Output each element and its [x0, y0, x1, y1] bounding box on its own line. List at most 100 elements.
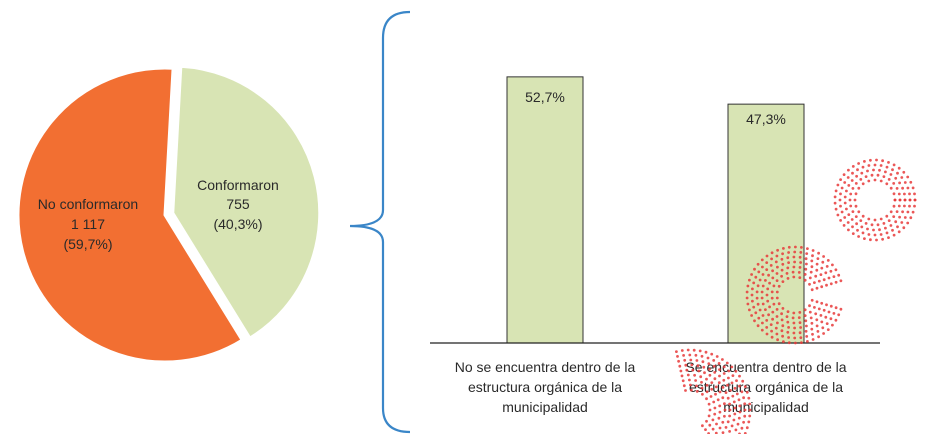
watermark-dot	[760, 296, 764, 300]
watermark-dot	[745, 390, 749, 394]
watermark-dot	[771, 310, 775, 314]
watermark-dot	[769, 323, 773, 326]
watermark-dot	[793, 336, 797, 340]
watermark-dot	[743, 402, 747, 406]
watermark-dot	[732, 400, 736, 404]
watermark-dot	[716, 398, 720, 402]
watermark-dot	[889, 186, 893, 190]
watermark-dot	[724, 426, 728, 429]
watermark-dot	[791, 316, 795, 320]
watermark-dot	[833, 195, 837, 199]
watermark-dot	[846, 176, 850, 179]
watermark-dot	[857, 235, 860, 238]
watermark-dot	[875, 238, 878, 242]
watermark-dot	[776, 321, 779, 325]
watermark-dot	[758, 308, 762, 312]
watermark-dot	[815, 262, 819, 266]
watermark-dot	[892, 204, 896, 208]
watermark-dot	[837, 273, 841, 277]
watermark-dot	[753, 319, 756, 323]
watermark-dot	[682, 354, 685, 357]
watermark-dot	[730, 424, 734, 428]
watermark-dot	[726, 383, 729, 387]
watermark-dot	[677, 359, 680, 363]
watermark-dot	[701, 392, 704, 396]
watermark-dot	[690, 388, 693, 392]
watermark-dot	[861, 214, 865, 218]
watermark-dot	[713, 406, 717, 410]
watermark-dot	[842, 173, 846, 177]
watermark-dot	[781, 252, 784, 256]
watermark-dot	[740, 390, 744, 394]
watermark-dot	[714, 385, 718, 389]
watermark-dot	[760, 328, 764, 332]
watermark-dot	[887, 219, 891, 223]
watermark-dot	[898, 181, 901, 185]
watermark-dot	[885, 214, 889, 218]
watermark-dot	[881, 159, 884, 163]
watermark-dot	[820, 266, 824, 270]
watermark-dot	[906, 186, 910, 190]
watermark-dot	[721, 358, 724, 361]
watermark-dot	[787, 341, 791, 345]
pie-label-no-conformaron-count: 1 117	[71, 216, 105, 232]
bar-chart	[430, 76, 880, 344]
watermark-dot	[854, 182, 858, 185]
watermark-dot	[758, 278, 762, 282]
bar-1	[727, 103, 805, 344]
watermark-dot	[781, 307, 785, 310]
watermark-dot	[820, 301, 824, 305]
watermark-dot	[867, 179, 871, 183]
category-label-no-se-encuentra-line3: municipalidad	[502, 399, 588, 415]
watermark-dot	[780, 329, 784, 333]
watermark-dot	[752, 305, 756, 309]
watermark-dot	[743, 385, 747, 388]
watermark-dot	[849, 192, 853, 196]
watermark-dot	[701, 424, 704, 428]
watermark-dot	[873, 218, 877, 222]
watermark-dot	[864, 222, 868, 225]
watermark-dot	[815, 318, 819, 322]
watermark-dot	[800, 246, 803, 249]
watermark-dot	[745, 290, 749, 294]
watermark-dot	[902, 226, 906, 230]
watermark-dot	[748, 402, 752, 406]
watermark-dot	[743, 414, 747, 418]
watermark-dot	[770, 296, 774, 300]
watermark-dot	[776, 248, 779, 252]
watermark-dot	[710, 352, 714, 356]
watermark-dot	[797, 271, 801, 274]
pie-label-conformaron-count: 755	[226, 196, 250, 212]
watermark-dot	[851, 225, 854, 229]
watermark-dot	[678, 364, 682, 368]
watermark-dot	[793, 260, 796, 264]
watermark-dot	[748, 414, 752, 418]
watermark-dot	[885, 231, 889, 235]
watermark-dot	[725, 361, 729, 365]
watermark-dot	[715, 422, 718, 426]
watermark-dot	[843, 216, 847, 219]
watermark-dot	[766, 287, 770, 291]
watermark-dot	[760, 290, 764, 294]
watermark-dot	[843, 181, 847, 184]
watermark-dot	[704, 350, 708, 354]
watermark-dot	[686, 348, 690, 352]
watermark-dot	[774, 326, 778, 330]
watermark-dot	[689, 358, 693, 362]
watermark-dot	[849, 204, 853, 208]
watermark-dot	[731, 374, 735, 377]
watermark-dot	[884, 226, 887, 230]
watermark-dot	[843, 201, 847, 205]
watermark-dot	[722, 378, 726, 382]
watermark-dot	[683, 358, 687, 362]
watermark-dot	[909, 180, 913, 184]
watermark-dot	[693, 373, 696, 377]
watermark-dot	[727, 369, 731, 373]
watermark-dot	[748, 408, 752, 412]
watermark-dot	[806, 247, 809, 251]
watermark-dot	[745, 426, 749, 430]
watermark-dot	[879, 179, 883, 183]
watermark-dot	[819, 314, 823, 317]
watermark-dot	[814, 274, 818, 278]
watermark-dot	[752, 281, 756, 285]
